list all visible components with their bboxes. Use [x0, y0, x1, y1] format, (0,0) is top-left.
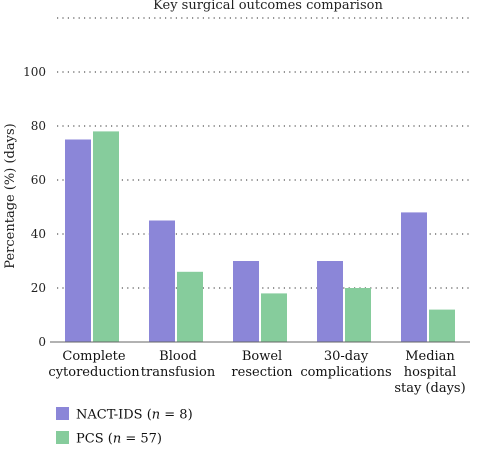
chart-title: Key surgical outcomes comparison [153, 0, 383, 13]
legend-swatch [56, 407, 69, 420]
y-axis: 0 20 40 60 80 100 [23, 65, 46, 349]
y-tick-label: 40 [31, 227, 46, 241]
y-tick-label: 60 [31, 173, 46, 187]
y-tick-label: 20 [31, 281, 46, 295]
x-tick-label: Blood [159, 349, 197, 364]
bar-nact-ids-4 [401, 212, 427, 342]
legend: NACT-IDS (n = 8) PCS (n = 57) [56, 407, 193, 447]
y-axis-label: Percentage (%) (days) [3, 123, 18, 268]
legend-label: PCS (n = 57) [76, 432, 162, 447]
x-tick-label: resection [231, 365, 293, 380]
legend-label: NACT-IDS (n = 8) [76, 408, 193, 423]
bar-pcs-3 [345, 288, 371, 342]
x-tick-label: Bowel [242, 349, 282, 364]
x-tick-label: Median [405, 349, 455, 364]
y-tick-label: 0 [38, 335, 46, 349]
bar-pcs-2 [261, 293, 287, 342]
bar-pcs-0 [93, 131, 119, 342]
x-tick-label: 30-day [324, 349, 369, 364]
bar-nact-ids-2 [233, 261, 259, 342]
bar-nact-ids-3 [317, 261, 343, 342]
bar-nact-ids-0 [65, 139, 91, 342]
x-tick-label: Complete [62, 349, 125, 364]
bar-pcs-4 [429, 309, 455, 342]
x-tick-label: transfusion [141, 365, 216, 380]
y-tick-label: 100 [23, 65, 46, 79]
legend-swatch [56, 431, 69, 444]
bars [65, 131, 455, 342]
x-tick-label: hospital [404, 365, 456, 380]
x-tick-label: complications [300, 365, 391, 380]
bar-nact-ids-1 [149, 220, 175, 342]
x-tick-label: stay (days) [394, 381, 465, 396]
y-tick-label: 80 [31, 119, 46, 133]
x-tick-label: cytoreduction [48, 365, 140, 380]
bar-pcs-1 [177, 271, 203, 342]
